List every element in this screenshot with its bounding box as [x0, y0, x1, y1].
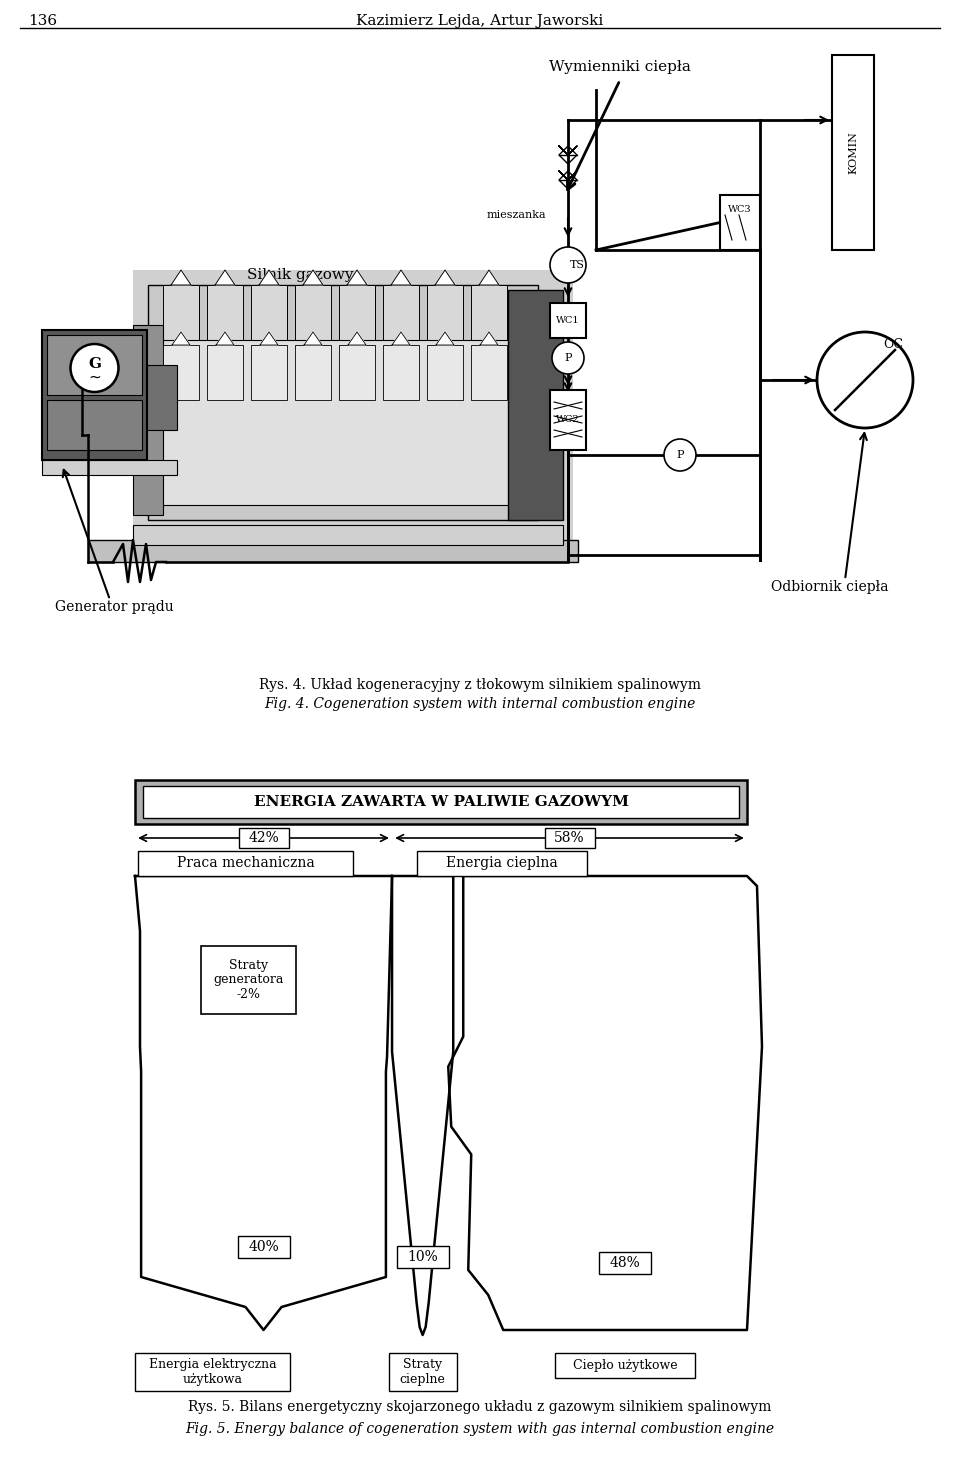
- Bar: [417, 851, 587, 876]
- Bar: [147, 365, 177, 430]
- Polygon shape: [435, 270, 455, 284]
- Bar: [153, 340, 513, 505]
- Bar: [295, 284, 331, 340]
- Text: Energia cieplna: Energia cieplna: [446, 856, 558, 871]
- Bar: [138, 851, 353, 876]
- Bar: [720, 194, 760, 250]
- Text: P: P: [676, 449, 684, 460]
- Polygon shape: [436, 331, 454, 345]
- Polygon shape: [304, 331, 322, 345]
- Text: Silnik gazowy: Silnik gazowy: [247, 268, 353, 281]
- Text: ENERGIA ZAWARTA W PALIWIE GAZOWYM: ENERGIA ZAWARTA W PALIWIE GAZOWYM: [253, 795, 629, 809]
- Bar: [42, 330, 147, 460]
- Text: mieszanka: mieszanka: [487, 211, 546, 219]
- Circle shape: [664, 439, 696, 471]
- Text: KOMIN: KOMIN: [848, 131, 858, 174]
- Bar: [207, 345, 243, 401]
- Text: 10%: 10%: [407, 1251, 438, 1264]
- Bar: [550, 303, 586, 337]
- Text: Straty
cieplne: Straty cieplne: [399, 1358, 445, 1386]
- Text: OC: OC: [883, 339, 903, 352]
- Bar: [471, 345, 507, 401]
- Polygon shape: [348, 331, 366, 345]
- Bar: [237, 1236, 290, 1258]
- Text: Rys. 4. Układ kogeneracyjny z tłokowym silnikiem spalinowym: Rys. 4. Układ kogeneracyjny z tłokowym s…: [259, 678, 701, 692]
- Text: 136: 136: [28, 15, 58, 28]
- Polygon shape: [216, 331, 234, 345]
- Bar: [832, 55, 874, 250]
- Bar: [135, 781, 747, 823]
- Bar: [396, 1246, 448, 1268]
- Polygon shape: [347, 270, 367, 284]
- Text: Straty
generatora
-2%: Straty generatora -2%: [213, 959, 284, 1002]
- Polygon shape: [303, 270, 323, 284]
- Bar: [555, 1354, 695, 1379]
- Bar: [427, 284, 463, 340]
- Bar: [383, 345, 419, 401]
- Circle shape: [552, 342, 584, 374]
- Text: WC2: WC2: [556, 415, 580, 424]
- Circle shape: [70, 345, 118, 392]
- Polygon shape: [480, 331, 498, 345]
- Text: 48%: 48%: [610, 1256, 640, 1270]
- Text: P: P: [564, 354, 572, 362]
- Bar: [339, 345, 375, 401]
- Bar: [201, 946, 296, 1013]
- Bar: [544, 828, 594, 848]
- Bar: [251, 345, 287, 401]
- Bar: [389, 1354, 457, 1391]
- Text: Ciepło użytkowe: Ciepło użytkowe: [573, 1360, 678, 1371]
- Text: Wymienniki ciepła: Wymienniki ciepła: [549, 60, 691, 74]
- Bar: [427, 345, 463, 401]
- Text: Generator prądu: Generator prądu: [55, 600, 174, 614]
- Polygon shape: [479, 270, 499, 284]
- Polygon shape: [171, 270, 191, 284]
- Bar: [143, 787, 739, 818]
- Bar: [251, 284, 287, 340]
- Polygon shape: [391, 270, 411, 284]
- Bar: [471, 284, 507, 340]
- Bar: [47, 334, 142, 395]
- Bar: [339, 284, 375, 340]
- Text: Fig. 4. Cogeneration system with internal combustion engine: Fig. 4. Cogeneration system with interna…: [264, 697, 696, 711]
- Text: G: G: [88, 356, 101, 371]
- Bar: [133, 524, 563, 545]
- Bar: [148, 284, 538, 520]
- Bar: [508, 290, 563, 520]
- Bar: [599, 1252, 651, 1274]
- Polygon shape: [259, 270, 279, 284]
- Bar: [207, 284, 243, 340]
- Bar: [135, 1354, 290, 1391]
- Text: 58%: 58%: [554, 831, 585, 846]
- Bar: [42, 460, 177, 474]
- Bar: [295, 345, 331, 401]
- Bar: [88, 541, 578, 563]
- Circle shape: [817, 331, 913, 429]
- Bar: [238, 828, 289, 848]
- Text: 40%: 40%: [248, 1240, 279, 1254]
- Text: Energia elektryczna
użytkowa: Energia elektryczna użytkowa: [149, 1358, 276, 1386]
- Bar: [47, 401, 142, 449]
- Polygon shape: [172, 331, 190, 345]
- Polygon shape: [392, 331, 410, 345]
- Text: ~: ~: [88, 370, 101, 384]
- Text: 42%: 42%: [248, 831, 279, 846]
- Text: TS: TS: [570, 261, 585, 270]
- Bar: [550, 390, 586, 449]
- Polygon shape: [215, 270, 235, 284]
- Bar: [133, 326, 163, 516]
- Text: Rys. 5. Bilans energetyczny skojarzonego układu z gazowym silnikiem spalinowym: Rys. 5. Bilans energetyczny skojarzonego…: [188, 1399, 772, 1414]
- Text: Fig. 5. Energy balance of cogeneration system with gas internal combustion engin: Fig. 5. Energy balance of cogeneration s…: [185, 1421, 775, 1436]
- Text: Praca mechaniczna: Praca mechaniczna: [177, 856, 314, 871]
- Bar: [163, 284, 199, 340]
- Text: WC1: WC1: [556, 317, 580, 326]
- Bar: [383, 284, 419, 340]
- Bar: [163, 345, 199, 401]
- Text: Kazimierz Lejda, Artur Jaworski: Kazimierz Lejda, Artur Jaworski: [356, 15, 604, 28]
- Text: WC3: WC3: [729, 205, 752, 214]
- Polygon shape: [260, 331, 278, 345]
- Text: Odbiornik ciepła: Odbiornik ciepła: [771, 580, 889, 594]
- Bar: [133, 270, 573, 541]
- Circle shape: [550, 247, 586, 283]
